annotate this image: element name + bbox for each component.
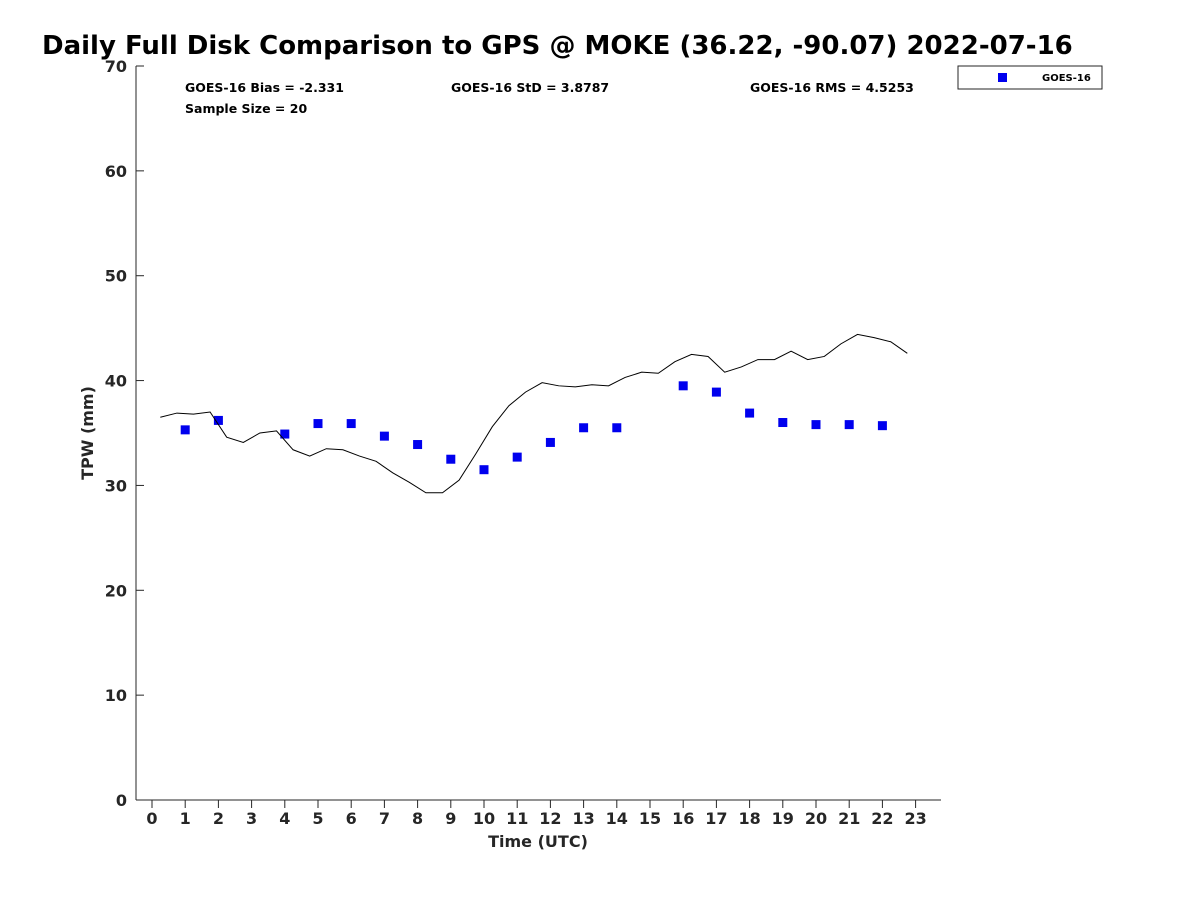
goes16-point [811,420,821,430]
x-tick-label: 22 [871,809,893,828]
goes16-point [545,437,555,447]
x-tick-label: 6 [346,809,357,828]
y-tick-label: 30 [105,476,127,495]
goes16-point [413,440,423,450]
x-tick-label: 18 [738,809,760,828]
gps-tpw-line [160,333,908,494]
legend: GOES-16 [957,65,1103,90]
x-tick-label: 4 [279,809,290,828]
y-tick-label: 20 [105,581,127,600]
x-tick-label: 21 [838,809,860,828]
goes16-point [711,387,721,397]
x-tick-label: 20 [805,809,827,828]
x-tick-label: 2 [213,809,224,828]
goes16-point [479,465,489,475]
goes16-point [579,423,589,433]
x-tick-label: 17 [705,809,727,828]
goes16-point [213,415,223,425]
y-tick-label: 40 [105,372,127,391]
x-tick-label: 5 [312,809,323,828]
legend-marker-goes16 [998,73,1007,82]
x-tick-label: 3 [246,809,257,828]
legend-box [957,65,1103,90]
stats-block: GOES-16 Bias = -2.331 GOES-16 StD = 3.87… [185,80,914,116]
x-tick-label: 9 [445,809,456,828]
y-ticks: 0 10 20 30 40 50 60 70 [105,57,144,810]
x-axis-label: Time (UTC) [488,832,588,851]
goes16-point [612,423,622,433]
goes16-point [877,421,887,431]
x-tick-label: 1 [180,809,191,828]
goes16-point [778,418,788,428]
y-tick-label: 70 [105,57,127,76]
x-ticks: 0 1 2 3 4 5 6 7 8 9 10 11 12 13 14 15 16 17 18 19 20 21 22 23 [146,800,927,828]
goes16-point [512,452,522,462]
chart-title: Daily Full Disk Comparison to GPS @ MOKE… [42,31,1073,61]
goes16-point [379,431,389,441]
x-tick-label: 16 [672,809,694,828]
goes16-point [678,381,688,391]
stat-std: GOES-16 StD = 3.8787 [451,80,609,95]
y-tick-label: 60 [105,162,127,181]
series-layer [160,333,908,494]
x-tick-label: 11 [506,809,528,828]
x-tick-label: 12 [539,809,561,828]
goes16-point [346,419,356,429]
y-tick-label: 50 [105,267,127,286]
y-tick-label: 10 [105,686,127,705]
goes16-point [280,429,290,439]
goes16-point [745,408,755,418]
y-axis-label: TPW (mm) [78,386,97,480]
goes16-point [180,425,190,435]
x-tick-label: 23 [904,809,926,828]
x-tick-label: 15 [639,809,661,828]
x-tick-label: 7 [379,809,390,828]
goes16-point [446,454,456,464]
x-tick-label: 10 [473,809,495,828]
stat-bias: GOES-16 Bias = -2.331 [185,80,344,95]
goes16-point [313,419,323,429]
y-tick-label: 0 [116,791,127,810]
x-tick-label: 8 [412,809,423,828]
x-tick-label: 14 [606,809,628,828]
goes16-point [844,420,854,430]
stat-rms: GOES-16 RMS = 4.5253 [750,80,914,95]
x-tick-label: 19 [772,809,794,828]
x-tick-label: 0 [146,809,157,828]
x-tick-label: 13 [572,809,594,828]
stat-sample-size: Sample Size = 20 [185,101,307,116]
legend-label-goes16: GOES-16 [1042,73,1091,84]
axes [135,66,941,801]
